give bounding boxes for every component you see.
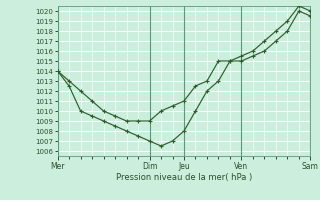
X-axis label: Pression niveau de la mer( hPa ): Pression niveau de la mer( hPa ) (116, 173, 252, 182)
